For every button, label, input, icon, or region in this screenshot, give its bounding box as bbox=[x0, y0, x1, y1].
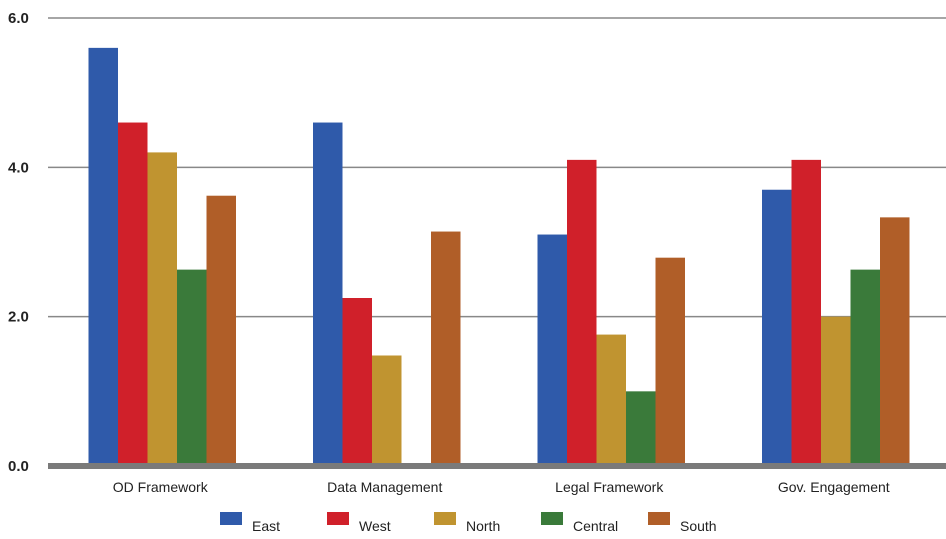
bar-north-1 bbox=[372, 355, 402, 466]
legend-label-central: Central bbox=[573, 518, 618, 534]
x-category-label: Legal Framework bbox=[555, 479, 664, 495]
bar-north-0 bbox=[147, 152, 177, 466]
bar-south-3 bbox=[880, 217, 910, 466]
y-tick-label: 4.0 bbox=[8, 159, 29, 176]
bar-west-3 bbox=[791, 159, 821, 466]
bar-east-0 bbox=[88, 47, 118, 466]
legend: East West North Central South bbox=[220, 512, 717, 534]
legend-swatch-south bbox=[648, 512, 670, 525]
x-axis-baseline bbox=[48, 463, 946, 469]
bar-east-1 bbox=[313, 122, 343, 467]
bars bbox=[88, 47, 910, 467]
y-tick-label: 2.0 bbox=[8, 309, 29, 326]
bar-west-1 bbox=[342, 298, 372, 466]
x-axis-line bbox=[48, 463, 946, 469]
bar-central-3 bbox=[850, 269, 880, 466]
legend-swatch-west bbox=[327, 512, 349, 525]
bar-central-0 bbox=[177, 269, 207, 466]
legend-label-south: South bbox=[680, 518, 717, 534]
bar-west-0 bbox=[118, 122, 148, 467]
y-tick-label: 0.0 bbox=[8, 458, 29, 475]
bar-south-1 bbox=[431, 231, 461, 466]
legend-label-west: West bbox=[359, 518, 391, 534]
y-tick-label: 6.0 bbox=[8, 10, 29, 27]
bar-east-3 bbox=[762, 189, 792, 466]
bar-central-2 bbox=[626, 391, 656, 466]
legend-swatch-central bbox=[541, 512, 563, 525]
legend-label-east: East bbox=[252, 518, 280, 534]
legend-swatch-north bbox=[434, 512, 456, 525]
x-category-label: OD Framework bbox=[113, 479, 209, 495]
x-axis-category-labels: OD Framework Data Management Legal Framewo… bbox=[113, 479, 890, 495]
bar-south-0 bbox=[206, 195, 236, 466]
y-axis-tick-labels: 0.0 2.0 4.0 6.0 bbox=[8, 10, 29, 475]
legend-swatch-east bbox=[220, 512, 242, 525]
bar-west-2 bbox=[567, 159, 597, 466]
bar-north-3 bbox=[821, 316, 851, 466]
x-category-label: Data Management bbox=[327, 479, 442, 495]
bar-north-2 bbox=[596, 334, 626, 466]
bar-east-2 bbox=[537, 234, 567, 466]
x-category-label: Gov. Engagement bbox=[778, 479, 890, 495]
bar-south-2 bbox=[655, 257, 685, 466]
legend-label-north: North bbox=[466, 518, 500, 534]
